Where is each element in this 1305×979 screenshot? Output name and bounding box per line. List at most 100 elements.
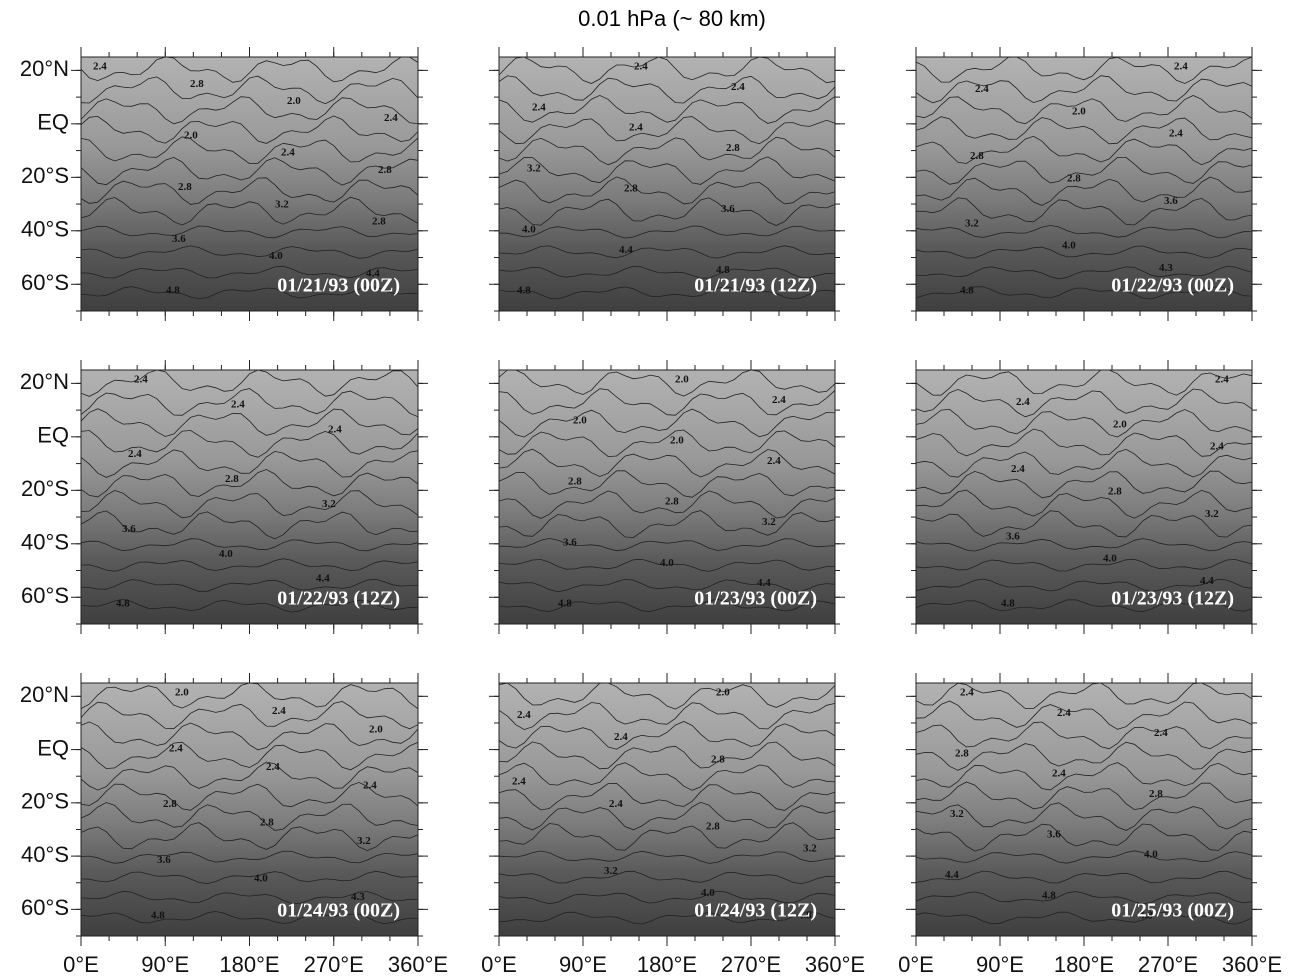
contour-line [498,490,836,519]
x-tick-label: 0°E [481,952,517,977]
field [81,370,418,624]
contour-label: 2.4 [328,423,342,435]
y-tick-label: 20°S [21,163,69,188]
contour-label: 4.0 [269,250,283,262]
contour-line [80,489,419,519]
contour-label: 4.8 [558,598,572,610]
contour-line [498,470,836,498]
contour-label: 2.0 [1072,105,1086,117]
contour-label: 4.4 [619,244,633,256]
contour-label: 3.6 [1164,195,1178,207]
contour-line [498,136,836,166]
contour-label: 4.4 [1200,575,1214,587]
field [499,370,835,624]
y-tick-label: 40°S [21,217,69,242]
contour-label: 4.0 [1144,849,1158,861]
contour-label: 4.8 [151,910,165,922]
y-tick-label: 60°S [21,895,69,920]
contour-label: 2.8 [1108,486,1122,498]
contour-label: 4.8 [960,285,974,297]
contour-label: 2.0 [716,687,730,699]
panel: 0°E 90°E 180°E 270°E 360°E 20°N EQ 20°S 40°S 60°S… [20,673,448,977]
contour-label: 2.4 [532,101,546,113]
contour-label: 4.0 [701,887,715,899]
contour-line [80,136,419,165]
contour-label: 2.4 [169,742,183,754]
contour-line [498,721,836,750]
contour-line [915,781,1253,811]
contour-label: 2.4 [266,761,280,773]
contour-label: 2.8 [178,181,192,193]
contour-label: 2.0 [1113,418,1127,430]
contour-line [498,245,836,259]
panel-title: 01/22/93 (00Z) [1111,275,1234,297]
contour-line [80,56,419,83]
contour-line [915,176,1253,206]
panel: 2.0 2.4 2.0 2.0 2.4 2.8 2.8 3.2 3.6 4.0 4.4 4.8 01/2… [489,360,845,634]
contour-label: 2.0 [369,724,383,736]
contour-line [498,265,836,279]
contour-label: 2.8 [955,747,969,759]
contour-line [915,448,1253,478]
contour-line [80,558,419,572]
contour-line [915,762,1253,791]
panel-title: 01/23/93 (12Z) [1111,588,1234,610]
contour-label: 4.0 [1062,240,1076,252]
contour-line [80,408,419,437]
contour-label: 3.6 [1006,530,1020,542]
contour-label: 3.6 [172,233,186,245]
contour-line [915,558,1253,572]
contour-line [498,850,836,864]
contour-label: 2.8 [225,473,239,485]
contour-line [80,538,419,552]
x-tick-label: 0°E [63,952,99,977]
contour-line [915,224,1253,239]
contour-label: 2.4 [1057,707,1071,719]
contour-line [498,286,836,300]
contour-label: 4.0 [660,557,674,569]
contour-line [915,245,1253,259]
contour-line [915,741,1253,771]
contour-label: 3.2 [950,808,964,820]
contour-line [80,890,419,904]
contour-line [915,700,1253,730]
contour-line [80,850,419,864]
contour-label: 2.8 [372,216,386,228]
x-tick-label: 270°E [721,952,781,977]
contour-line [498,448,836,478]
contour-line [498,558,836,572]
contour-label: 2.4 [231,398,245,410]
contour-label: 4.0 [522,223,536,235]
contour-line [915,369,1253,396]
x-tick-label: 180°E [1054,952,1114,977]
contour-label: 3.2 [604,865,618,877]
contour-line [80,449,419,478]
contour-line [498,510,836,538]
panel: 20°N EQ 20°S 40°S 60°S 2.4 2.4 2.4 2.4 2.8 3.2 3.6 4… [20,360,428,634]
contour-line [498,176,836,205]
contour-line [80,265,419,279]
contour-label: 2.0 [175,687,189,699]
contour-label: 2.8 [624,183,638,195]
contour-line [80,510,419,540]
contour-label: 2.4 [128,448,142,460]
contour-line [80,578,419,592]
y-tick-label: 60°S [21,270,69,295]
contour-line [915,870,1253,884]
contour-label: 2.4 [363,779,377,791]
panel: 0°E 90°E 180°E 270°E 360°E 2.4 2.4 2.4 2.8 2.4 2.8… [898,673,1282,977]
contour-line [80,96,419,125]
contour-label: 3.6 [721,203,735,215]
contour-label: 3.6 [122,523,136,535]
y-tick-label: EQ [37,110,69,135]
contour-line [80,388,419,418]
panel: 20°N EQ 20°S 40°S 60°S 2.4 2.8 2.0 2.4 2.0 2.4 2.8 2… [20,47,428,321]
contour-label: 4.4 [945,869,959,881]
y-tick-label: 40°S [21,530,69,555]
contour-label: 3.2 [322,498,336,510]
contour-label: 2.4 [1215,374,1229,386]
contour-label: 2.8 [726,142,740,154]
contour-line [915,95,1253,125]
panel: 2.42.42.42.42.83.22.83.64.04.44.84.8 01/2… [489,47,845,321]
contour-line [498,741,836,770]
